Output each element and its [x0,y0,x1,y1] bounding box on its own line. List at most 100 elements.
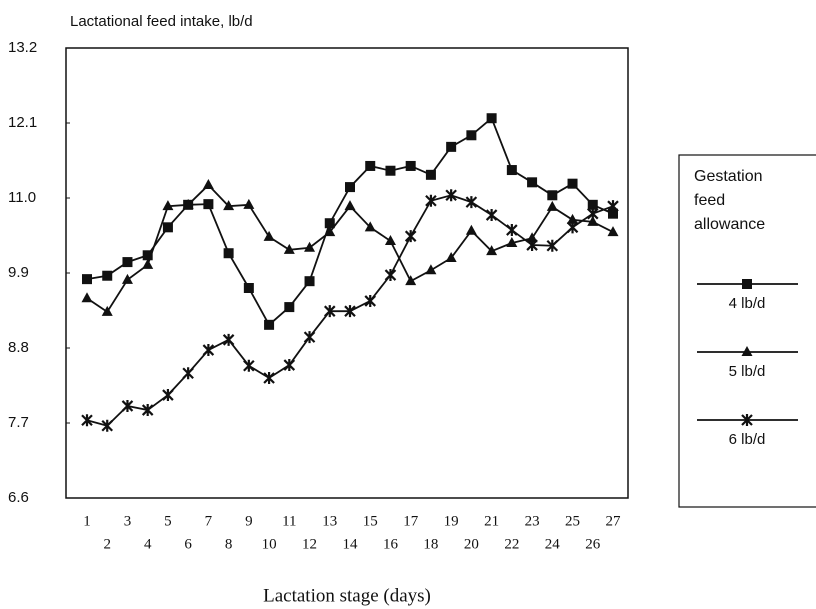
data-point [102,270,113,281]
data-point [365,160,376,171]
data-point [243,283,254,293]
data-point [203,199,214,210]
x-tick-label: 10 [262,536,277,552]
x-tick-label: 3 [124,513,132,529]
data-point [324,226,336,237]
x-tick-label: 15 [363,513,378,529]
data-point [486,113,497,124]
y-axis-label: Lactational feed intake, lb/d [70,13,253,30]
data-point [425,264,437,275]
data-point [182,198,194,209]
x-tick-label: 13 [322,513,337,529]
data-point [506,224,518,237]
data-point [344,200,356,211]
data-point [587,215,599,226]
data-point [546,239,559,252]
data-point [121,273,133,284]
data-point [526,239,538,252]
data-point [304,241,316,252]
x-axis-label: Lactation stage (days) [263,585,431,606]
data-point [162,200,174,211]
data-point [405,160,416,171]
legend-marker [742,279,752,289]
data-point [546,200,558,211]
data-point [142,250,153,261]
data-point [506,165,517,176]
data-point [222,333,235,346]
x-tick-label: 12 [302,536,317,552]
x-tick-label: 11 [282,513,296,529]
data-point [324,218,335,229]
x-tick-label: 22 [504,536,519,552]
x-tick-label: 26 [585,536,601,552]
x-tick-label: 19 [444,513,459,529]
x-tick-label: 6 [184,536,192,552]
data-point [425,169,436,180]
data-point [364,294,377,307]
data-point [243,198,255,209]
data-point [142,258,154,269]
legend-title-box: Gestation feed allowance [694,168,766,233]
y-tick-label: 7.7 [8,414,29,431]
data-point [465,196,478,209]
legend-marker [741,346,753,356]
data-point [384,234,396,245]
data-point [223,200,235,211]
legend-label: 5 lb/d [729,363,766,380]
data-point [547,190,558,201]
data-point [506,237,518,247]
data-point [344,305,356,318]
data-point [607,200,619,213]
data-point [587,199,598,210]
data-point [485,209,498,222]
x-tick-label: 14 [343,536,359,552]
data-point [283,359,296,372]
x-tick-label: 24 [545,536,561,552]
data-point [385,165,396,176]
plot-frame [65,47,629,499]
x-tick-label: 1 [83,513,91,529]
y-tick-label: 9.9 [8,264,29,281]
x-tick-label: 25 [565,513,580,529]
data-point [263,230,275,241]
data-point [486,245,498,256]
y-tick-label: 12.1 [8,114,37,131]
y-tick-label: 6.6 [8,489,29,506]
data-point [405,275,417,286]
data-point [567,213,579,224]
data-point [182,367,194,380]
data-point [141,404,154,417]
x-tick-label: 7 [205,513,213,529]
legend-marker [741,414,753,426]
data-point [445,189,457,202]
data-point [121,399,134,412]
legend-label: 4 lb/d [729,295,766,312]
data-point [81,292,93,303]
data-point [122,257,133,268]
data-point [364,221,376,232]
x-tick-label: 9 [245,513,253,529]
data-point [303,331,316,344]
y-tick-label: 8.8 [8,339,29,356]
data-point [465,224,477,235]
data-point [82,274,92,285]
data-point [101,305,113,316]
x-tick-label: 2 [103,536,111,552]
x-tick-label: 17 [403,513,419,529]
legend-box [678,154,816,508]
legend-title: Gestation feed allowance [694,168,766,233]
data-point [323,305,336,318]
data-point [304,276,315,287]
x-tick-label: 16 [383,536,399,552]
data-point [263,372,275,384]
data-point [527,177,538,188]
y-tick-label: 13.2 [8,39,37,56]
data-point [526,232,538,243]
data-point [283,243,295,254]
data-point [384,269,397,282]
data-point [586,207,599,220]
data-point [445,252,457,262]
data-point [466,130,477,141]
